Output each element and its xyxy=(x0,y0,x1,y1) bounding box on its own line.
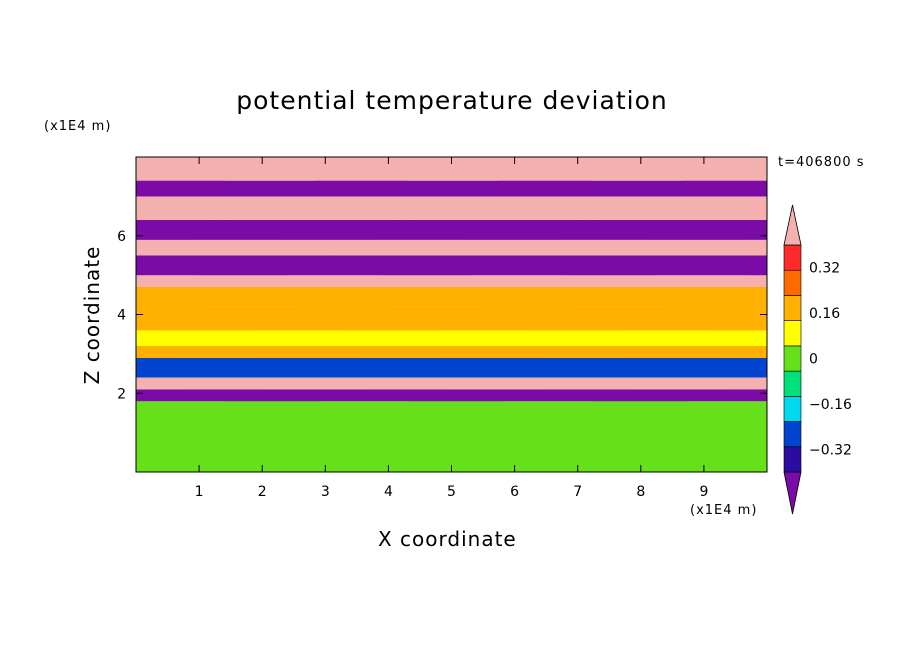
chart-title: potential temperature deviation xyxy=(236,86,668,115)
colorbar-min-arrow xyxy=(783,471,802,515)
colorbar-tick-label: −0.16 xyxy=(809,397,852,413)
x-tick-label: 5 xyxy=(447,484,456,500)
x-tick-label: 7 xyxy=(573,484,582,500)
colorbar-block xyxy=(783,421,802,448)
y-tick-label: 4 xyxy=(117,308,126,324)
colorbar-block xyxy=(783,269,802,296)
field-band-edge xyxy=(136,342,767,358)
field-layer xyxy=(136,157,767,472)
colorbar-block xyxy=(783,244,802,271)
x-tick-label: 8 xyxy=(636,484,645,500)
field-band-edge xyxy=(136,300,767,331)
colorbar-max-arrow xyxy=(783,204,802,246)
colorbar-block xyxy=(783,396,802,422)
field-band-edge xyxy=(136,373,767,390)
x-tick-label: 4 xyxy=(384,484,393,500)
colorbar-tick-label: 0.32 xyxy=(809,261,840,277)
x-tick-label: 9 xyxy=(699,484,708,500)
field-band-edge xyxy=(136,280,767,307)
x-tick-label: 3 xyxy=(321,484,330,500)
colorbar-block xyxy=(783,370,802,397)
colorbar-tick-label: 0 xyxy=(809,352,818,368)
colorbar: 0.32 0.16 0 −0.16 −0.32 xyxy=(783,204,852,515)
field-band-edge xyxy=(136,249,767,276)
x-unit-label: (x1E4 m) xyxy=(690,503,758,518)
colorbar-tick-label: 0.16 xyxy=(809,306,840,322)
colorbar-block xyxy=(783,345,802,372)
z-unit-label: (x1E4 m) xyxy=(44,119,112,134)
y-tick-label: 2 xyxy=(117,386,126,402)
x-axis-label: X coordinate xyxy=(378,527,517,551)
time-label: t=406800 s xyxy=(778,155,865,170)
field-band-edge xyxy=(136,157,767,181)
colorbar-block xyxy=(783,446,802,473)
colorbar-block xyxy=(783,320,802,347)
field-band-edge xyxy=(136,395,767,472)
axes-layer: 1 2 3 4 5 6 7 8 9 2 4 6 xyxy=(117,156,768,500)
x-tick-label: 2 xyxy=(258,484,267,500)
field-band-edge xyxy=(136,214,767,240)
colorbar-block xyxy=(783,295,802,321)
x-tick-label: 6 xyxy=(510,484,519,500)
field-band-edge xyxy=(136,352,767,378)
x-tick-label: 1 xyxy=(195,484,204,500)
y-tick-label: 6 xyxy=(117,229,126,245)
field-band-edge xyxy=(136,190,767,220)
field-band-edge xyxy=(136,175,767,197)
colorbar-tick-label: −0.32 xyxy=(809,442,852,458)
